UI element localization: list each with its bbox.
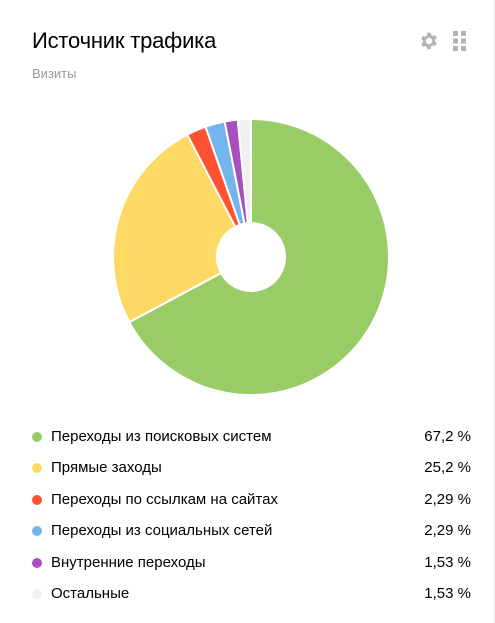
legend-dot	[32, 526, 42, 537]
legend-item[interactable]: Прямые заходы 25,2 %	[32, 452, 474, 483]
drag-handle-icon	[453, 31, 466, 51]
legend-value: 25,2 %	[424, 459, 471, 477]
legend-label: Остальные	[51, 584, 130, 602]
settings-button[interactable]	[418, 30, 440, 52]
legend-dot	[32, 432, 42, 442]
legend-item[interactable]: Переходы из социальных сетей 2,29 %	[32, 515, 474, 546]
legend-label: Переходы из поисковых систем	[51, 428, 272, 445]
gear-icon	[421, 32, 437, 50]
legend-dot	[32, 588, 42, 599]
widget-subtitle: Визиты	[32, 66, 77, 81]
legend-dot	[32, 557, 42, 568]
pie-slice-1[interactable]	[127, 118, 390, 396]
donut-chart	[112, 118, 390, 396]
widget-title: Источник трафика	[32, 28, 217, 53]
donut-chart-svg	[112, 118, 390, 396]
legend-label: Переходы по ссылкам на сайтах	[51, 490, 278, 508]
chart-legend: Переходы из поисковых систем 67,2 % Прям…	[32, 421, 474, 609]
legend-dot	[32, 494, 42, 505]
legend-value: 1,53 %	[424, 584, 471, 602]
legend-label: Прямые заходы	[51, 459, 162, 477]
legend-dot	[32, 463, 42, 474]
drag-handle[interactable]	[453, 31, 467, 51]
legend-label: Внутренние переходы	[51, 553, 206, 571]
legend-value: 2,29 %	[424, 490, 471, 508]
legend-item[interactable]: Внутренние переходы 1,53 %	[32, 547, 474, 578]
legend-value: 67,2 %	[424, 428, 471, 445]
legend-value: 2,29 %	[424, 522, 471, 540]
legend-item[interactable]: Переходы из поисковых систем 67,2 %	[32, 421, 474, 452]
legend-label: Переходы из социальных сетей	[51, 522, 273, 540]
legend-item[interactable]: Остальные 1,53 %	[32, 578, 474, 609]
pie-slice-6[interactable]	[236, 118, 252, 225]
legend-value: 1,53 %	[424, 553, 471, 571]
legend-item[interactable]: Переходы по ссылкам на сайтах 2,29 %	[32, 484, 474, 515]
pie-slice-2[interactable]	[112, 133, 237, 324]
